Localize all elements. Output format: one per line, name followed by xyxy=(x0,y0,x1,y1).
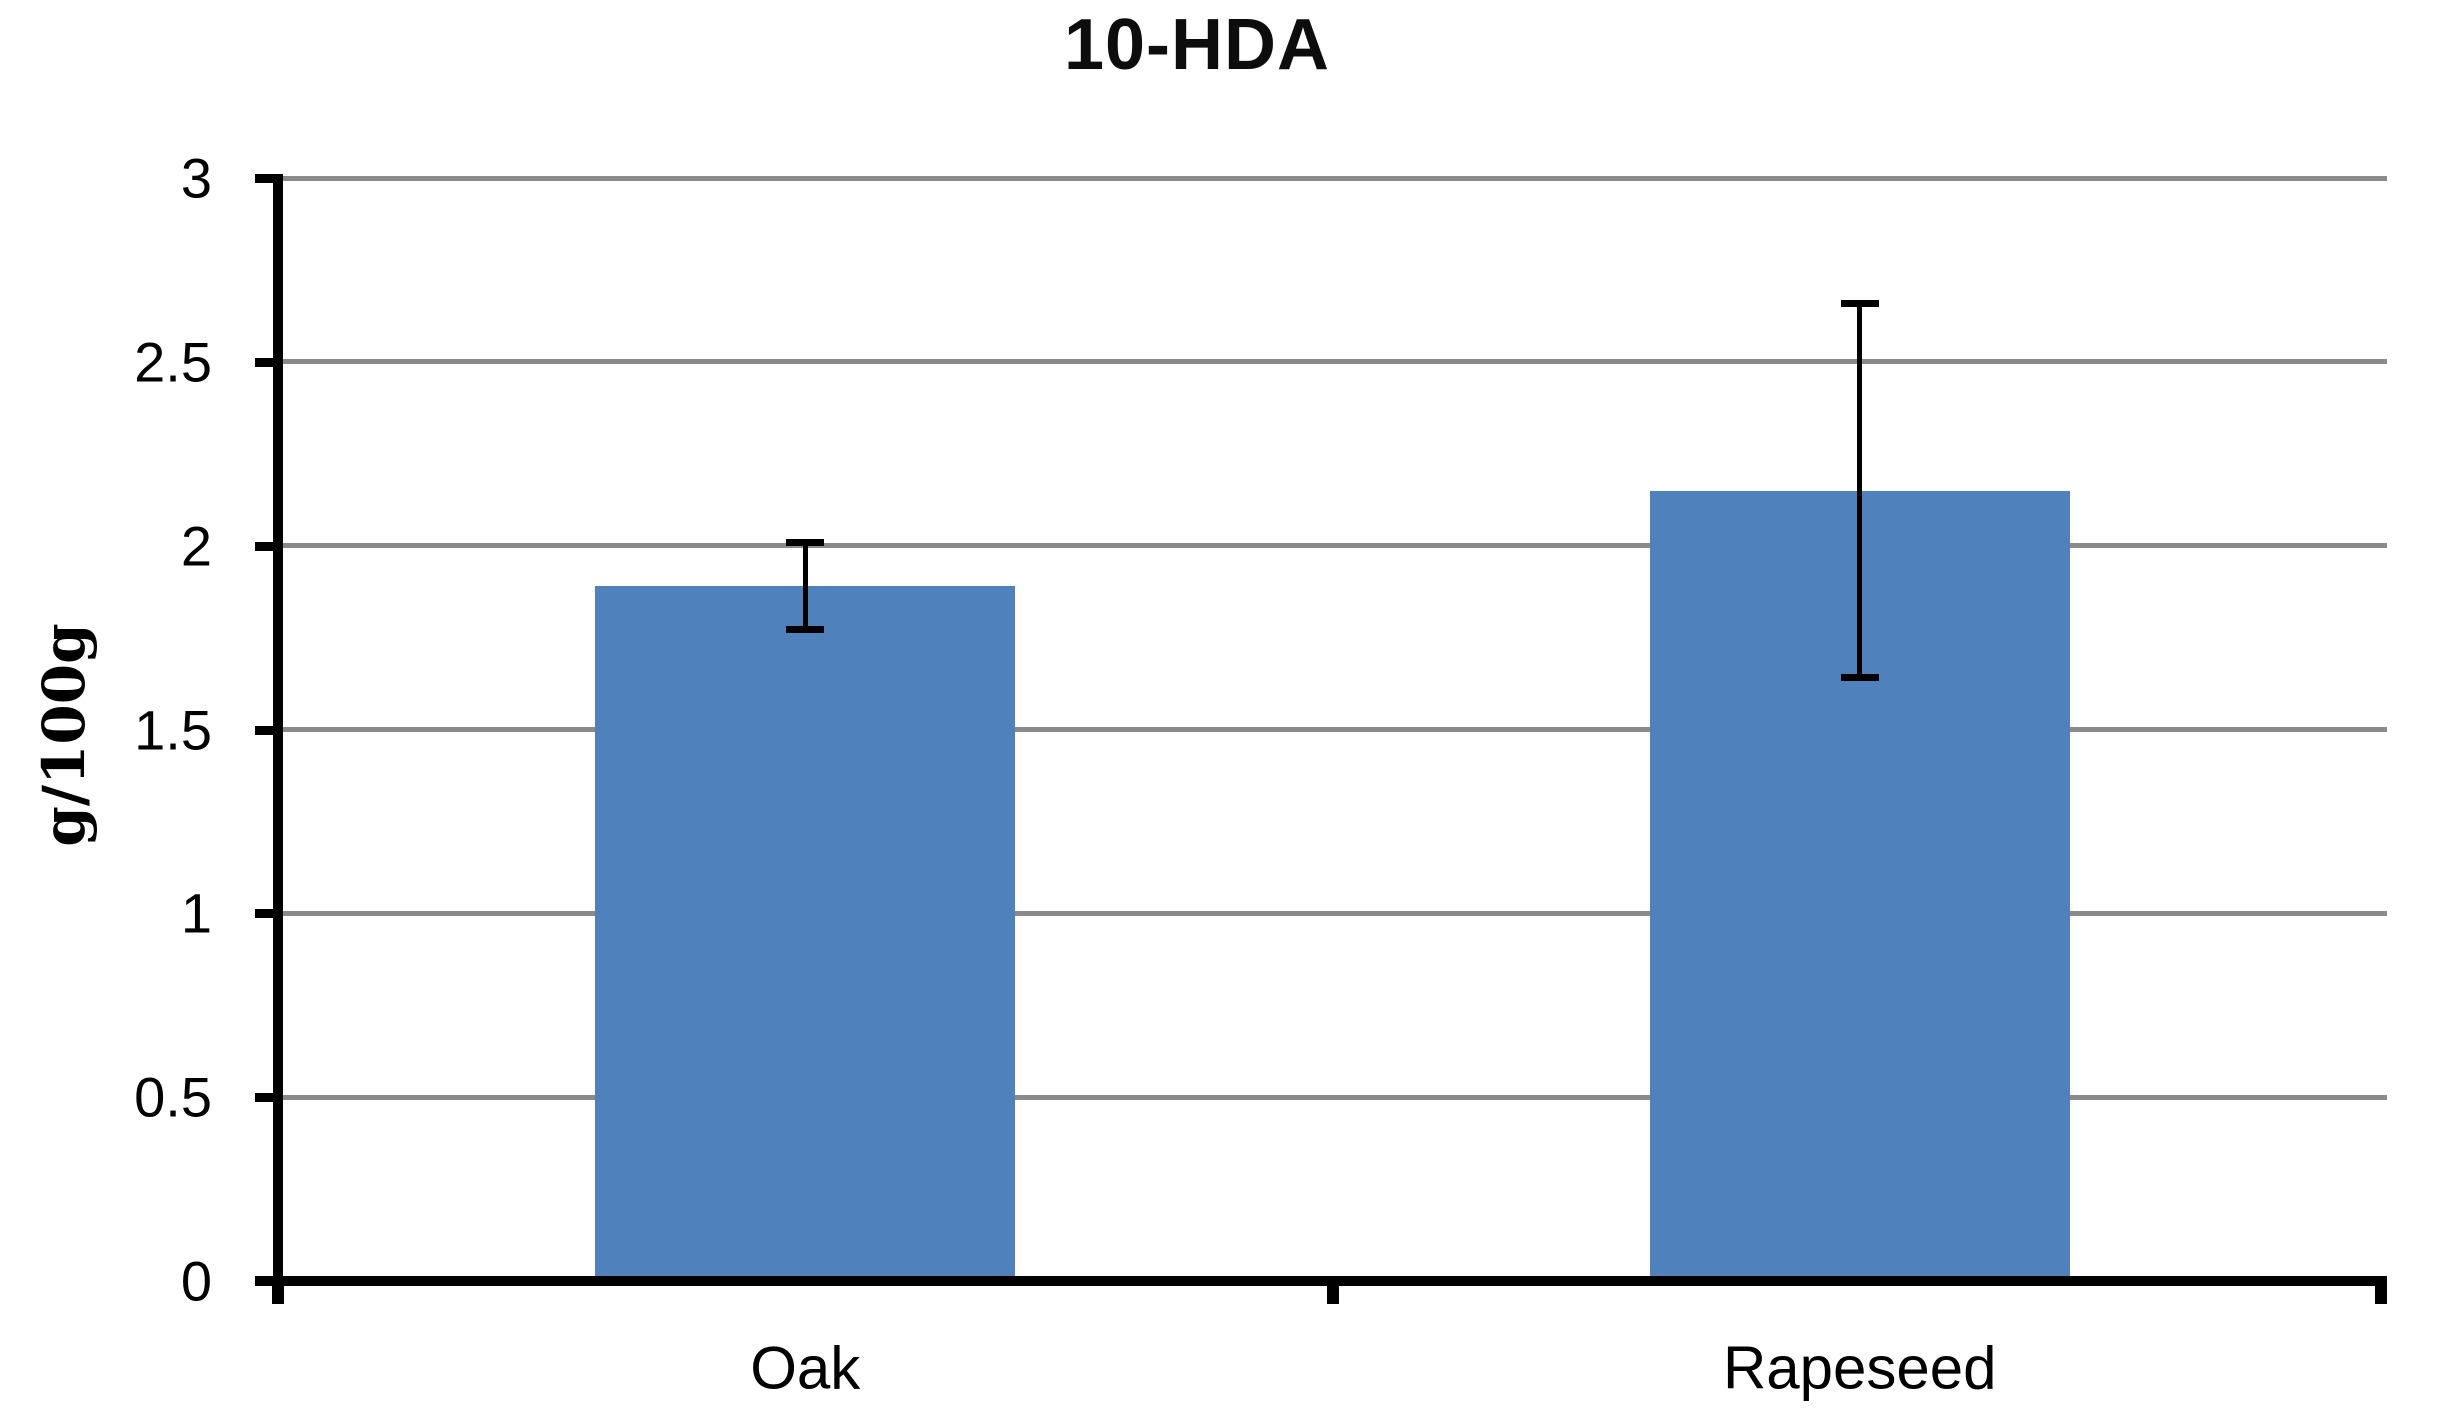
y-tick xyxy=(255,1277,278,1286)
y-tick-label: 0.5 xyxy=(134,1065,212,1129)
x-category-label: Oak xyxy=(750,1334,861,1402)
gridline xyxy=(278,359,2387,365)
error-bar-cap-bottom xyxy=(786,626,825,634)
chart-title: 10-HDA xyxy=(1063,5,1331,85)
error-bar-cap-bottom xyxy=(1840,674,1879,682)
error-bar-line xyxy=(802,541,808,631)
y-tick-label: 2 xyxy=(180,514,212,578)
x-tick xyxy=(272,1281,284,1304)
gridline xyxy=(278,543,2387,549)
gridline xyxy=(278,175,2387,181)
y-tick-label: 3 xyxy=(180,146,212,210)
y-tick-label: 0 xyxy=(180,1249,212,1313)
error-bar-cap-top xyxy=(786,538,825,546)
x-category-label: Rapeseed xyxy=(1722,1334,1997,1402)
bar-oak xyxy=(595,586,1016,1281)
y-tick-label: 1 xyxy=(180,881,212,945)
error-bar-cap-top xyxy=(1840,300,1879,307)
gridline xyxy=(278,910,2387,916)
y-tick-label: 1.5 xyxy=(134,698,212,761)
y-tick xyxy=(255,725,278,735)
x-axis-line xyxy=(255,1276,2387,1286)
y-tick xyxy=(255,357,278,367)
x-tick xyxy=(1326,1281,1339,1304)
gridline xyxy=(278,727,2387,732)
gridline xyxy=(278,1094,2387,1100)
y-tick xyxy=(255,909,278,919)
y-tick-label: 2.5 xyxy=(134,330,212,394)
y-tick xyxy=(255,541,278,551)
y-tick xyxy=(255,1093,278,1103)
y-axis-line xyxy=(273,174,283,1303)
error-bar-line xyxy=(1857,303,1863,679)
x-tick xyxy=(2375,1281,2387,1304)
y-tick xyxy=(255,174,278,183)
